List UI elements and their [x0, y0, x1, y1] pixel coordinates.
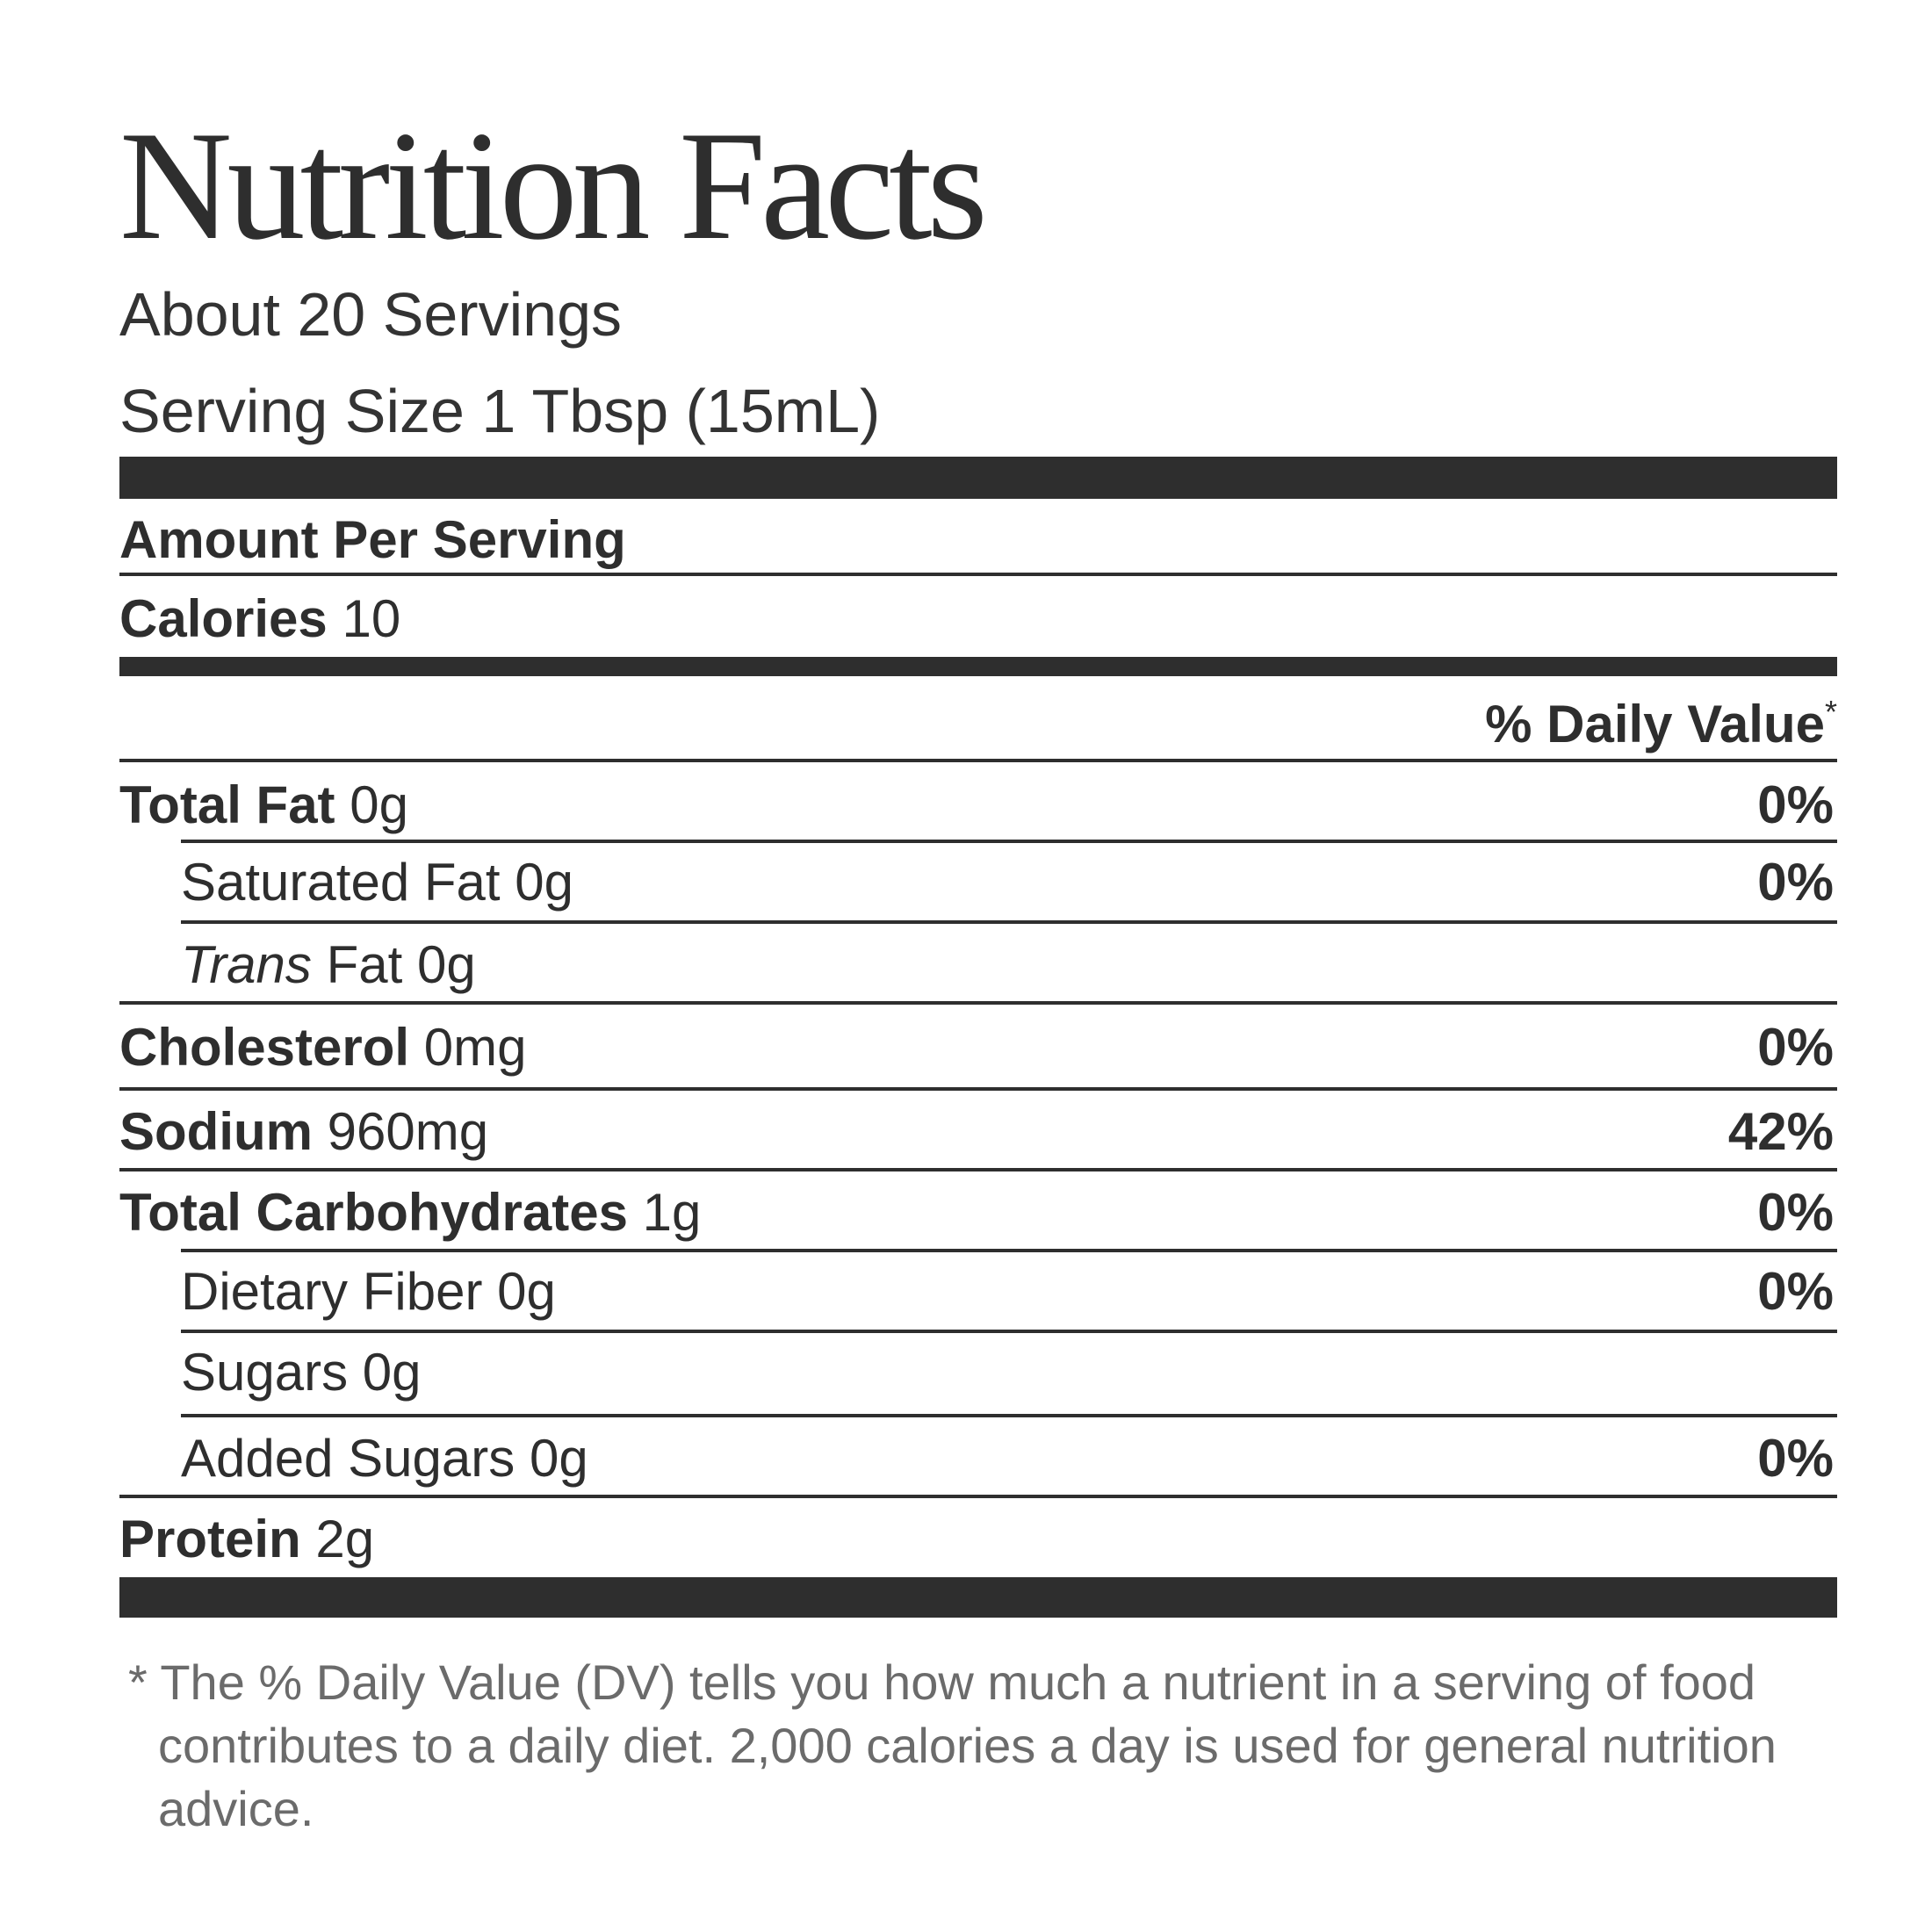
- calories-row: Calories 10: [119, 588, 400, 650]
- nutrient-amount: 0g: [515, 853, 573, 912]
- nutrient-amount: 960mg: [327, 1102, 489, 1161]
- divider: [119, 759, 1837, 762]
- divider: [119, 573, 1837, 576]
- nutrient-row-cholesterol: Cholesterol 0mg: [119, 1017, 526, 1078]
- thick-divider-top: [119, 457, 1837, 499]
- nutrient-name: Fat: [326, 935, 403, 994]
- divider: [119, 1087, 1837, 1091]
- medium-divider: [119, 657, 1837, 676]
- nutrient-row-sodium: Sodium 960mg: [119, 1101, 488, 1163]
- servings-per-container: About 20 Servings: [119, 280, 623, 349]
- divider: [181, 1249, 1837, 1252]
- nutrient-name: Saturated Fat: [181, 853, 501, 912]
- nutrient-amount: 0g: [362, 1343, 422, 1402]
- daily-value-marker: *: [1824, 694, 1837, 730]
- nutrient-amount: 0g: [497, 1262, 556, 1321]
- nutrient-dv: 0%: [1757, 1262, 1834, 1321]
- nutrient-name: Sodium: [119, 1102, 313, 1161]
- nutrient-amount: 0g: [529, 1429, 588, 1488]
- nutrient-name: Total Fat: [119, 775, 335, 834]
- thick-divider-bottom: [119, 1577, 1837, 1618]
- nutrient-name: Total Carbohydrates: [119, 1183, 628, 1242]
- nutrient-amount: 0g: [350, 775, 408, 834]
- nutrient-prefix: Trans: [181, 935, 312, 994]
- nutrient-dv: 42%: [1727, 1102, 1834, 1161]
- nutrient-dv: 0%: [1757, 775, 1834, 834]
- divider: [119, 1001, 1837, 1005]
- serving-size: Serving Size 1 Tbsp (15mL): [119, 377, 881, 445]
- daily-value-header-text: % Daily Value: [1485, 695, 1825, 753]
- daily-value-header: % Daily Value*: [1485, 694, 1837, 755]
- nutrient-row-sugars: Sugars 0g: [181, 1342, 422, 1403]
- nutrient-amount: 0g: [416, 935, 476, 994]
- label-title: Nutrition Facts: [119, 98, 988, 272]
- calories-label: Calories: [119, 589, 328, 648]
- calories-value: 10: [342, 589, 401, 648]
- divider: [119, 1495, 1837, 1498]
- nutrient-dv: 0%: [1757, 1183, 1834, 1242]
- nutrient-name: Protein: [119, 1510, 301, 1568]
- nutrient-row-saturated-fat: Saturated Fat 0g: [181, 852, 573, 913]
- nutrient-row-added-sugars: Added Sugars 0g: [181, 1428, 588, 1489]
- nutrient-amount: 1g: [642, 1183, 702, 1242]
- nutrient-row-trans-fat: Trans Fat 0g: [181, 934, 476, 996]
- nutrient-name: Cholesterol: [119, 1018, 410, 1077]
- nutrient-row-dietary-fiber: Dietary Fiber 0g: [181, 1261, 556, 1323]
- amount-per-serving-label: Amount Per Serving: [119, 510, 626, 569]
- divider: [181, 1414, 1837, 1417]
- nutrient-amount: 0mg: [423, 1018, 527, 1077]
- nutrient-name: Sugars: [181, 1343, 349, 1402]
- nutrient-dv: 0%: [1757, 1018, 1834, 1077]
- divider: [181, 1330, 1837, 1333]
- divider: [119, 1168, 1837, 1171]
- daily-value-footnote: * The % Daily Value (DV) tells you how m…: [128, 1654, 1777, 1836]
- nutrient-row-protein: Protein 2g: [119, 1509, 374, 1570]
- nutrient-row-total-carbohydrates: Total Carbohydrates 1g: [119, 1182, 701, 1244]
- nutrient-row-total-fat: Total Fat 0g: [119, 775, 408, 836]
- nutrient-name: Dietary Fiber: [181, 1262, 483, 1321]
- nutrient-amount: 2g: [315, 1510, 375, 1568]
- nutrient-dv: 0%: [1757, 853, 1834, 912]
- nutrient-name: Added Sugars: [181, 1429, 515, 1488]
- nutrient-dv: 0%: [1757, 1429, 1834, 1488]
- divider: [181, 920, 1837, 924]
- divider: [181, 840, 1837, 843]
- amount-per-serving: Amount Per Serving: [119, 509, 626, 571]
